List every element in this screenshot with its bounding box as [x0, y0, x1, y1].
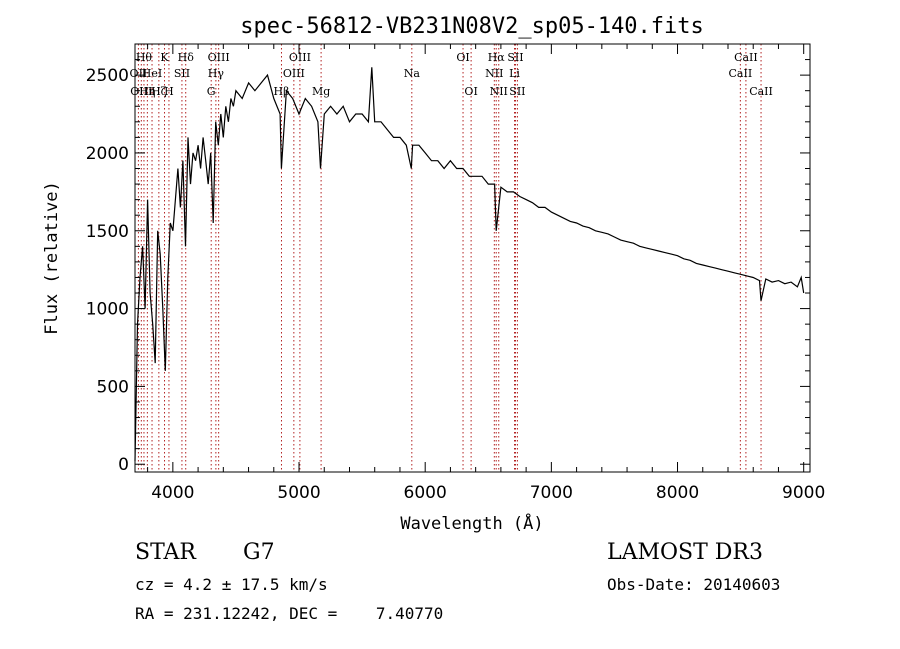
- x-tick-label: 7000: [530, 483, 573, 503]
- line-label-23: Li: [509, 67, 520, 80]
- class-label: STAR: [135, 540, 196, 565]
- x-tick-label: 4000: [151, 483, 194, 503]
- line-label-19: OI: [464, 85, 477, 98]
- x-tick-label: 8000: [656, 483, 699, 503]
- redshift-text: cz = 4.2 ± 17.5 km/s: [135, 575, 328, 594]
- line-label-2: Hθ: [136, 51, 153, 64]
- spectrum-line: [134, 67, 805, 462]
- line-label-26: CaII: [729, 67, 753, 80]
- line-label-14: OIII: [283, 67, 305, 80]
- line-label-16: Mg: [312, 85, 330, 98]
- line-label-18: OI: [456, 51, 469, 64]
- y-axis-ticks: 0 500 1000 1500 2000 2500: [86, 59, 810, 475]
- coordinates-text: RA = 231.12242, DEC = 7.40770: [135, 604, 444, 623]
- line-label-11: Hγ: [208, 67, 225, 80]
- line-label-12: OIII: [208, 51, 230, 64]
- y-tick-label: 1000: [86, 300, 129, 320]
- line-label-28: CaII: [749, 85, 773, 98]
- x-axis-ticks: 4000 5000 6000 7000 8000 9000: [147, 44, 825, 503]
- x-tick-label: 5000: [277, 483, 320, 503]
- line-label-21: Hα: [488, 51, 506, 64]
- chart-title: spec-56812-VB231N08V2_sp05-140.fits: [240, 14, 704, 39]
- survey-label: LAMOST DR3: [607, 540, 763, 565]
- line-label-7: H: [164, 85, 174, 98]
- line-label-0: OII: [130, 67, 148, 80]
- line-label-4: HeI: [142, 67, 162, 80]
- line-label-5: Hζ: [151, 85, 167, 98]
- emission-line-markers: [137, 44, 762, 472]
- plot-frame: [134, 43, 811, 473]
- y-axis-label: Flux (relative): [42, 181, 62, 335]
- line-label-20: NII: [485, 67, 503, 80]
- x-axis-label: Wavelength (Å): [400, 512, 543, 534]
- line-label-1: OIII: [130, 85, 152, 98]
- line-label-22: NII: [490, 85, 508, 98]
- line-label-27: CaII: [734, 51, 758, 64]
- line-label-13: Hβ: [274, 85, 290, 98]
- y-tick-label: 1500: [86, 222, 129, 242]
- x-tick-label: 9000: [782, 483, 825, 503]
- line-label-8: SII: [174, 67, 190, 80]
- y-tick-label: 500: [97, 377, 129, 397]
- y-tick-label: 2500: [86, 66, 129, 86]
- line-label-3: Hη: [139, 85, 155, 98]
- x-tick-label: 6000: [404, 483, 447, 503]
- obs-date-text: Obs-Date: 20140603: [607, 575, 781, 594]
- line-label-24: SII: [507, 51, 523, 64]
- line-label-17: Na: [404, 67, 421, 80]
- line-label-9: Hδ: [178, 51, 195, 64]
- emission-line-labels: OIIOIIIHθHηHeIHζKHSIIHδGHγOIIIHβOIIIOIII…: [130, 51, 773, 98]
- line-label-6: K: [160, 51, 169, 64]
- line-label-10: G: [207, 85, 216, 98]
- y-tick-label: 2000: [86, 144, 129, 164]
- y-tick-label: 0: [118, 455, 129, 475]
- line-label-15: OIII: [289, 51, 311, 64]
- line-label-25: SII: [509, 85, 525, 98]
- subclass-label: G7: [243, 540, 275, 565]
